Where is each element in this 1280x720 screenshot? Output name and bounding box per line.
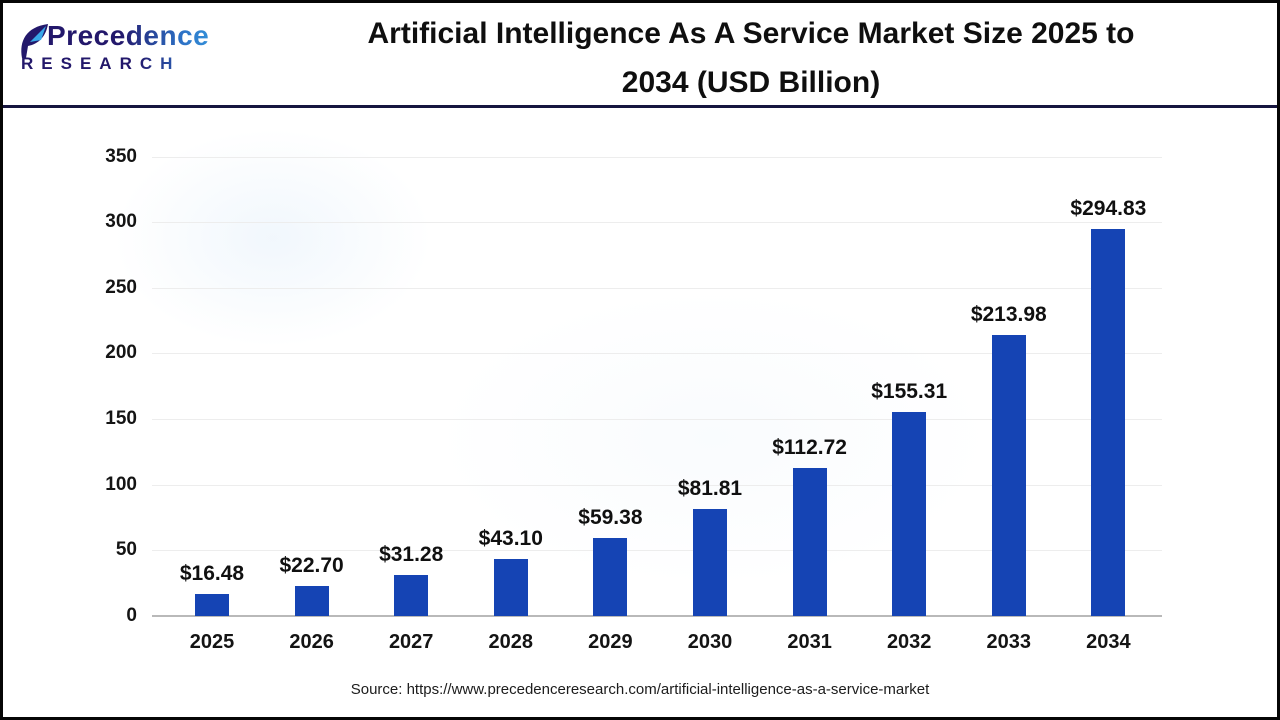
value-label-2027: $31.28 <box>379 542 444 566</box>
bar-2031 <box>792 468 827 616</box>
value-label-2031: $112.72 <box>772 436 847 460</box>
bar-2033 <box>991 335 1026 616</box>
chart-area: Source: https://www.precedenceresearch.c… <box>3 108 1277 717</box>
header-divider <box>3 105 1277 108</box>
chart-title-line2: 2034 (USD Billion) <box>621 66 881 99</box>
bar-2032 <box>892 412 927 616</box>
x-tick-2033: 2033 <box>986 631 1032 653</box>
chart-title: Artificial Intelligence As A Service Mar… <box>255 9 1247 107</box>
x-tick-2032: 2032 <box>886 631 932 653</box>
x-axis-line <box>152 615 1162 617</box>
y-tick-350: 350 <box>105 145 137 167</box>
x-tick-2034: 2034 <box>1086 631 1131 653</box>
brand-subtitle: RESEARCH <box>21 54 232 74</box>
y-tick-150: 150 <box>105 408 137 430</box>
gridline-100 <box>152 484 1162 486</box>
brand-logo: Precedence RESEARCH <box>17 21 232 74</box>
bar-2027 <box>394 574 429 616</box>
value-label-2026: $22.70 <box>279 554 344 578</box>
value-label-2032: $155.31 <box>871 380 948 404</box>
y-tick-0: 0 <box>126 605 137 626</box>
gridline-300 <box>152 222 1162 224</box>
value-label-2025: $16.48 <box>179 562 245 586</box>
y-tick-250: 250 <box>105 276 137 298</box>
value-label-2030: $81.81 <box>677 476 743 500</box>
value-label-2029: $59.38 <box>578 506 643 530</box>
x-tick-2026: 2026 <box>289 631 334 653</box>
bar-2030 <box>693 508 727 616</box>
x-tick-2029: 2029 <box>588 631 633 653</box>
x-tick-2025: 2025 <box>189 631 235 653</box>
x-tick-2030: 2030 <box>687 631 733 653</box>
gridline-250 <box>152 287 1162 289</box>
source-citation: Source: https://www.precedenceresearch.c… <box>350 681 930 698</box>
x-tick-2028: 2028 <box>488 631 534 653</box>
gridline-200 <box>152 353 1162 355</box>
bar-2026 <box>294 586 329 616</box>
bar-2034 <box>1091 229 1126 616</box>
value-label-2033: $213.98 <box>970 303 1047 327</box>
gridline-50 <box>152 550 1162 552</box>
x-tick-2027: 2027 <box>388 631 434 653</box>
brand-name: Precedence <box>47 21 232 51</box>
value-label-2028: $43.10 <box>478 527 543 551</box>
gridline-150 <box>152 419 1162 421</box>
y-tick-100: 100 <box>105 473 137 495</box>
gridline-350 <box>152 156 1162 158</box>
chart-title-line1: Artificial Intelligence As A Service Mar… <box>367 17 1135 50</box>
bar-2028 <box>493 559 528 616</box>
header: Precedence RESEARCH Artificial Intellige… <box>3 3 1277 105</box>
bar-2029 <box>593 538 628 616</box>
leaf-logo-icon <box>21 24 48 58</box>
x-tick-2031: 2031 <box>787 631 832 653</box>
value-label-2034: $294.83 <box>1070 197 1147 220</box>
background-watermark <box>113 128 433 348</box>
y-tick-50: 50 <box>115 539 137 561</box>
y-tick-300: 300 <box>105 211 137 233</box>
y-tick-200: 200 <box>105 342 137 364</box>
bar-2025 <box>195 594 229 616</box>
